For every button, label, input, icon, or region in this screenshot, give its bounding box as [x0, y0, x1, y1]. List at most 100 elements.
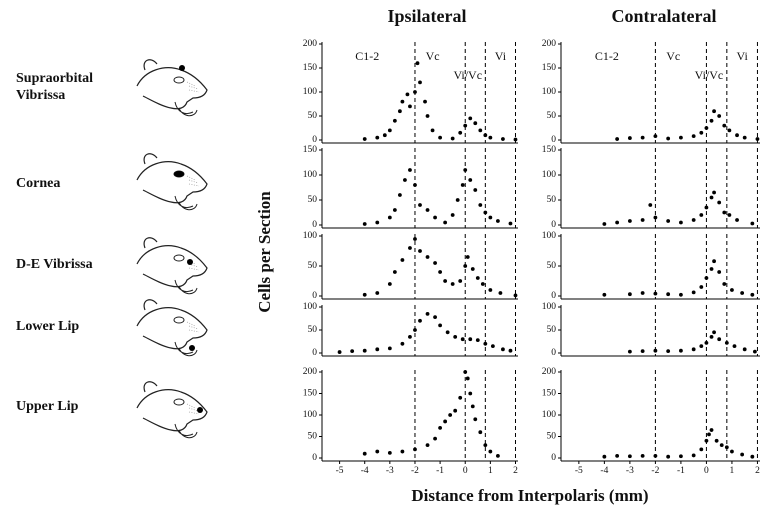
scatter-point: [362, 222, 367, 226]
scatter-point: [627, 136, 632, 140]
scatter-point: [640, 291, 645, 295]
scatter-point: [387, 346, 392, 351]
scatter-point: [438, 135, 443, 140]
scatter-point: [712, 190, 716, 195]
scatter-point: [408, 104, 412, 109]
scatter-point: [460, 183, 465, 187]
y-tick-label: 150: [303, 145, 318, 155]
y-tick-label: 50: [308, 325, 318, 335]
scatter-point: [433, 436, 437, 441]
scatter-point: [458, 130, 463, 135]
scatter-point: [495, 453, 500, 458]
scatter-point: [438, 323, 443, 328]
scatter-point: [717, 270, 722, 274]
y-tick-label: 0: [551, 135, 556, 145]
x-tick-label: 1: [488, 466, 493, 476]
y-tick-label: 150: [542, 389, 557, 399]
scatter-point: [498, 291, 503, 295]
scatter-point: [602, 222, 607, 226]
scatter-point: [405, 92, 410, 97]
x-tick-label: 2: [513, 466, 518, 476]
scatter-point: [679, 135, 683, 140]
scatter-point: [403, 178, 407, 182]
y-tick-label: 100: [542, 87, 557, 97]
scatter-point: [408, 246, 412, 250]
column-title: Ipsilateral: [388, 6, 467, 26]
y-tick-label: 200: [303, 367, 318, 377]
scatter-point: [615, 137, 620, 141]
y-tick-label: 100: [542, 302, 557, 312]
scatter-point: [337, 350, 342, 354]
scatter-point: [732, 344, 737, 348]
region-label: Vc: [666, 49, 680, 63]
scatter-point: [483, 133, 488, 138]
y-tick-label: 50: [547, 111, 557, 121]
scatter-point: [362, 292, 367, 297]
scatter-point: [722, 282, 727, 286]
scatter-point: [443, 220, 448, 225]
y-tick-label: 100: [303, 170, 318, 180]
scatter-point: [375, 347, 380, 352]
scatter-point: [501, 137, 505, 141]
scatter-point: [653, 215, 658, 220]
scatter-point: [722, 210, 727, 215]
scatter-point: [415, 61, 420, 66]
scatter-point: [463, 168, 468, 172]
y-tick-label: 50: [547, 195, 557, 205]
y-tick-label: 100: [303, 231, 318, 241]
scatter-point: [475, 276, 480, 280]
scatter-point: [478, 128, 483, 133]
scatter-point: [724, 340, 729, 345]
scatter-point: [375, 135, 380, 140]
row-label: Upper Lip: [16, 399, 79, 414]
y-tick-label: 0: [551, 291, 556, 301]
y-tick-label: 50: [308, 195, 318, 205]
scatter-point: [445, 330, 450, 335]
scatter-point: [375, 220, 380, 225]
scatter-point: [508, 221, 513, 226]
y-tick-label: 0: [312, 453, 317, 463]
y-tick-label: 150: [542, 63, 557, 73]
scatter-point: [382, 133, 387, 138]
scatter-point: [400, 99, 405, 104]
scatter-point: [463, 264, 468, 268]
scatter-point: [488, 449, 493, 454]
scatter-point: [443, 419, 448, 424]
scatter-point: [375, 449, 380, 454]
region-label: Vi/Vc: [453, 68, 482, 82]
scatter-point: [392, 270, 397, 274]
y-tick-label: 100: [303, 302, 318, 312]
scatter-point: [707, 432, 711, 437]
scatter-point: [508, 348, 513, 353]
row-label: Lower Lip: [16, 319, 80, 334]
scatter-point: [433, 315, 437, 320]
region-label: C1-2: [355, 49, 379, 63]
y-tick-label: 0: [551, 348, 556, 358]
scatter-point: [679, 348, 683, 353]
scatter-point: [679, 292, 683, 297]
scatter-point: [362, 348, 367, 353]
scatter-point: [468, 337, 473, 342]
scatter-point: [653, 134, 658, 139]
scatter-point: [704, 438, 709, 443]
scatter-point: [691, 347, 696, 352]
scatter-point: [458, 395, 463, 400]
y-tick-label: 50: [547, 261, 557, 271]
scatter-point: [400, 258, 405, 262]
scatter-point: [397, 193, 402, 197]
scatter-point: [679, 220, 683, 225]
scatter-point: [400, 341, 405, 346]
scatter-point: [473, 417, 478, 422]
x-tick-label: 0: [463, 466, 468, 476]
row-label: D-E Vibrissa: [16, 257, 93, 272]
scatter-point: [727, 128, 732, 133]
scatter-point: [478, 430, 483, 435]
scatter-point: [478, 203, 483, 207]
scatter-point: [513, 293, 518, 298]
scatter-point: [709, 267, 714, 271]
y-tick-label: 50: [308, 261, 318, 271]
scatter-point: [495, 219, 500, 223]
scatter-point: [425, 208, 430, 212]
scatter-point: [468, 391, 473, 396]
scatter-point: [438, 270, 443, 274]
